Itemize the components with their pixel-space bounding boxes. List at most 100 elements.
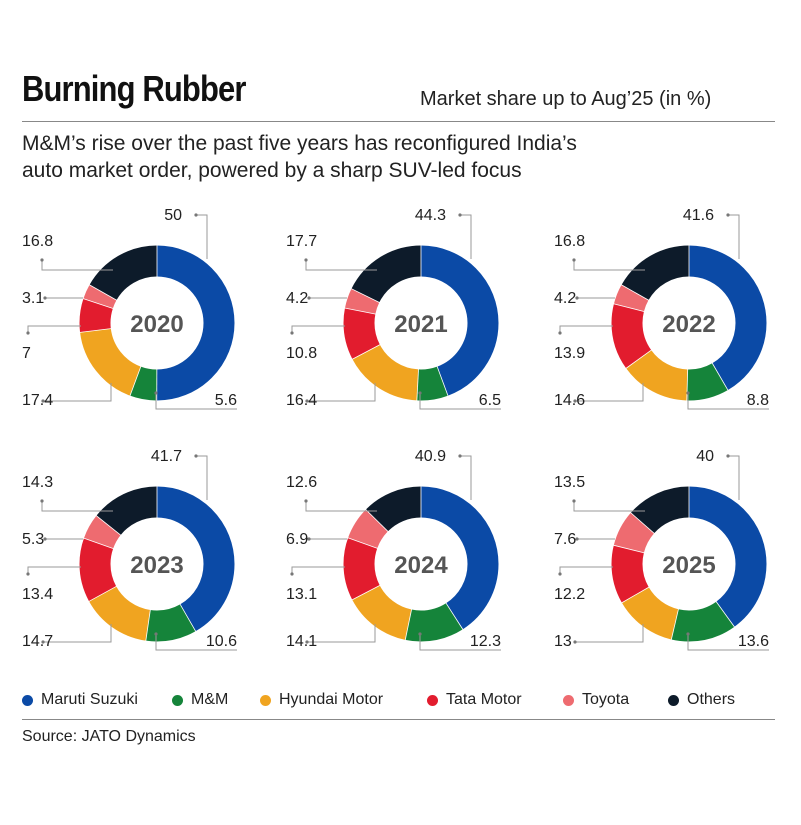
leader-line-hyundai-motor (307, 624, 376, 643)
leader-line-mm (687, 634, 769, 651)
legend-label-hyundai-motor: Hyundai Motor (279, 691, 384, 708)
leader-line-hyundai-motor (575, 383, 644, 402)
value-label-others: 14.3 (22, 474, 53, 491)
leader-dot-maruti-suzuki (458, 213, 462, 217)
legend-item-hyundai-motor: Hyundai Motor (260, 688, 383, 712)
legend-item-maruti-suzuki: Maruti Suzuki (22, 688, 138, 712)
leader-line-others (305, 501, 377, 512)
legend-item-others: Others (668, 688, 735, 712)
slice-2025-mm (611, 486, 767, 642)
slice-separator (351, 584, 381, 601)
value-label-tata-motor: 13.1 (286, 586, 317, 603)
leader-dot-toyota (575, 296, 579, 300)
value-label-hyundai-motor: 14.7 (22, 633, 53, 650)
slice-2021-mm (343, 245, 499, 401)
donut-year-label: 2020 (130, 311, 183, 338)
slice-2020-tata-motor (79, 245, 235, 401)
leader-dot-hyundai-motor (41, 399, 45, 403)
slice-separator (79, 328, 112, 333)
value-label-mm: 8.8 (747, 392, 769, 409)
value-label-toyota: 4.2 (554, 290, 576, 307)
leader-line-others (573, 260, 645, 271)
legend-swatch-others (668, 694, 679, 706)
value-label-mm: 5.6 (215, 392, 237, 409)
chart-title: Burning Rubber (22, 68, 246, 109)
donut-year-label: 2025 (662, 552, 715, 579)
slice-separator (620, 284, 650, 301)
slice-separator (620, 586, 650, 604)
leader-line-tata-motor (559, 325, 613, 333)
leader-dot-hyundai-motor (305, 640, 309, 644)
legend-swatch-tata-motor (427, 694, 438, 706)
slice-separator (670, 608, 680, 641)
slice-separator (686, 368, 689, 402)
value-label-mm: 13.6 (738, 633, 769, 650)
value-label-tata-motor: 13.4 (22, 586, 53, 603)
slice-2022-mm (611, 245, 767, 401)
slice-2023-tata-motor (79, 486, 235, 642)
slice-separator (629, 511, 656, 535)
leader-dot-others (40, 499, 44, 503)
legend-swatch-hyundai-motor (260, 694, 271, 706)
header-divider (22, 121, 775, 122)
leader-dot-others (40, 258, 44, 262)
legend-label-others: Others (687, 691, 736, 708)
leader-dot-tata-motor (26, 572, 30, 576)
leader-dot-others (304, 499, 308, 503)
value-label-maruti-suzuki: 41.7 (151, 448, 182, 465)
donut-year-label: 2024 (394, 552, 448, 579)
slice-separator (95, 514, 122, 536)
legend-swatch-mm (172, 694, 183, 706)
leader-dot-tata-motor (558, 572, 562, 576)
value-label-toyota: 5.3 (22, 531, 44, 548)
legend-item-tata-motor: Tata Motor (427, 688, 522, 712)
leader-dot-tata-motor (290, 572, 294, 576)
slice-separator (404, 608, 413, 641)
subtitle-line-2: auto market order, powered by a sharp SU… (22, 159, 522, 182)
leader-line-mm (419, 634, 501, 651)
donut-charts-grid: 2020 50 5.6 17.4 7 3.1 16.8 2021 44.3 6.5 16.4 10.8… (22, 207, 769, 651)
leader-dot-mm (686, 391, 690, 395)
legend-label-maruti-suzuki: Maruti Suzuki (41, 691, 138, 708)
value-label-maruti-suzuki: 41.6 (683, 207, 714, 224)
legend-item-mm: M&M (172, 688, 228, 712)
slice-separator (351, 343, 381, 361)
leader-dot-maruti-suzuki (458, 454, 462, 458)
leader-line-maruti-suzuki (460, 455, 472, 500)
leader-dot-hyundai-motor (41, 640, 45, 644)
leader-line-hyundai-motor (43, 624, 112, 643)
value-label-others: 16.8 (22, 233, 53, 250)
slice-separator (343, 307, 377, 315)
leader-line-tata-motor (27, 566, 81, 574)
leader-line-tata-motor (291, 325, 345, 333)
leader-dot-maruti-suzuki (726, 454, 730, 458)
slice-separator (715, 600, 736, 628)
value-label-hyundai-motor: 14.1 (286, 633, 317, 650)
leader-line-tata-motor (559, 566, 613, 574)
legend-item-toyota: Toyota (563, 688, 629, 712)
leader-line-hyundai-motor (575, 624, 644, 643)
leader-dot-others (572, 258, 576, 262)
value-label-toyota: 6.9 (286, 531, 308, 548)
slice-separator (625, 349, 653, 370)
value-label-tata-motor: 7 (22, 345, 31, 362)
leader-dot-mm (686, 632, 690, 636)
leader-dot-mm (154, 632, 158, 636)
donut-year-label: 2021 (394, 311, 447, 338)
slice-separator (88, 284, 118, 301)
leader-dot-tata-motor (558, 331, 562, 335)
value-label-maruti-suzuki: 40.9 (415, 448, 446, 465)
slice-separator (612, 303, 646, 313)
slice-2021-tata-motor (343, 245, 499, 401)
donut-year-label: 2022 (662, 311, 715, 338)
donut-chart-2020: 2020 50 5.6 17.4 7 3.1 16.8 (22, 207, 237, 410)
slice-2023-mm (79, 486, 235, 642)
value-label-mm: 10.6 (206, 633, 237, 650)
value-label-tata-motor: 13.9 (554, 345, 585, 362)
value-label-mm: 6.5 (479, 392, 501, 409)
leader-dot-others (304, 258, 308, 262)
value-label-tata-motor: 10.8 (286, 345, 317, 362)
leader-line-maruti-suzuki (196, 455, 208, 500)
slice-separator (711, 362, 729, 392)
leader-line-hyundai-motor (307, 383, 376, 402)
